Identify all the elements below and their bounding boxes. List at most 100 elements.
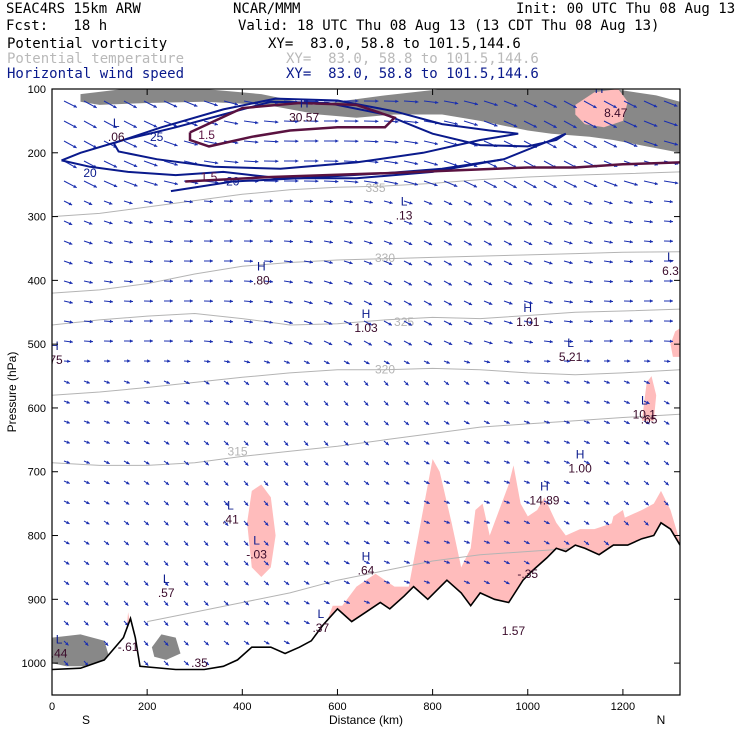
wind-vector-head-0 [73,104,77,108]
wind-vector-head-678 [569,320,573,324]
wind-vector-head-141 [145,662,149,666]
wind-vector-head-168 [164,622,169,626]
wind-vector-head-221 [204,522,209,526]
wind-vector-head-538 [446,441,450,445]
wind-vector-head-706 [586,420,590,424]
extremum-value-23: .35 [191,656,208,670]
wind-vector-head-292 [269,239,273,243]
wind-vector-head-189 [185,461,189,465]
wind-vector-head-712 [585,541,589,545]
wind-vector-head-194 [184,562,189,566]
wind-vector-head-450 [394,181,399,185]
y-tick-label-0: 100 [28,84,46,96]
extremum-kind-17: H [362,550,371,564]
pv-contour-label-0: 1.5 [201,170,218,184]
wind-vector-head-116 [154,163,158,167]
wind-vector-head-420 [375,99,379,103]
wind-vector-head-780 [673,103,678,107]
wind-vector-head-714 [613,124,617,128]
wind-vector-head-131 [145,461,150,465]
wind-vector-head-243 [225,381,230,385]
wind-vector-head-106 [125,501,130,505]
wind-vector-head-258 [255,120,259,125]
wind-vector-head-675 [569,260,573,265]
wind-vector-head-656 [549,340,553,344]
wind-vector-head-215 [205,401,210,405]
extremum-value-19: .37 [312,621,329,635]
wind-vector-head-86 [133,104,137,108]
wind-vector-head-570 [494,102,498,106]
wind-vector-head-510 [425,381,429,386]
wind-vector-head-549 [473,184,477,188]
x-axis-label: Distance (km) [329,713,403,727]
wind-vector-head-473 [414,141,419,145]
wind-vector-head-543 [446,540,450,544]
wind-vector-head-159 [165,441,170,445]
theta-contour-label-2: 325 [394,315,414,329]
wind-vector-head-642 [526,540,530,544]
wind-vector-head-93 [129,240,133,244]
wind-vector-head-222 [204,542,209,546]
wind-vector-head-516 [426,500,430,504]
wind-vector-head-724 [609,319,613,323]
wind-vector-head-556 [468,321,473,325]
wind-vector-head-142 [173,104,178,108]
theta-contour-1 [52,367,680,396]
wind-vector-head-377 [329,281,333,285]
wind-vector-head-269 [249,340,253,344]
wind-vector-head-764 [649,220,653,224]
wind-vector-head-763 [649,200,653,204]
wind-vector-head-653 [549,281,553,285]
wind-vector-head-604 [508,281,513,285]
wind-vector-head-721 [609,260,613,264]
field-xy-pv: XY= 83.0, 58.8 to 101.5,144.6 [268,36,521,52]
wind-vector-head-767 [649,279,653,283]
extremum-kind-19: L [317,607,324,621]
wind-vector-head-298 [266,360,270,364]
wind-vector-head-433 [366,361,370,364]
wind-vector-head-197 [185,622,189,626]
wind-vector-head-205 [209,199,213,204]
wind-vector-head-422 [375,140,379,144]
wind-vector-head-705 [586,400,590,404]
wind-vector-head-442 [366,541,370,544]
wind-vector-head-351 [309,301,313,305]
wind-vector-head-157 [166,400,170,404]
wind-vector-head-519 [426,560,430,564]
wind-vector-head-316 [295,159,299,163]
wind-vector-head-499 [434,162,438,166]
wind-vector-head-111 [125,602,129,606]
wind-vector-head-124 [149,319,153,323]
wind-vector-head-81 [105,561,109,565]
terrain-line [52,521,680,671]
wind-vector-head-654 [549,300,553,304]
wind-vector-head-365 [305,581,310,585]
extremum-kind-7: H [362,307,371,321]
wind-vector-head-89 [133,163,138,167]
wind-vector-head-140 [144,642,149,646]
wind-vector-head-371 [335,159,339,163]
wind-vector-head-52 [85,561,90,565]
wind-vector-head-619 [506,581,510,584]
wind-vector-head-659 [546,400,550,404]
wind-vector-head-304 [264,482,269,486]
wind-vector-head-546 [474,122,478,126]
wind-vector-head-788 [669,259,673,263]
wind-vector-head-710 [585,501,590,505]
wind-vector-head-746 [629,299,633,303]
wind-vector-head-513 [425,441,430,445]
wind-vector-head-770 [649,339,653,343]
wind-vector-head-696 [589,221,593,225]
wind-vector-head-139 [144,622,149,626]
wind-vector-head-376 [329,260,333,264]
wind-vector-head-565 [466,500,470,504]
wind-vector-head-548 [473,163,478,167]
wind-vector-head-528 [448,242,452,246]
forecast-hour: Fcst: 18 h [6,18,108,34]
wind-vector-head-39 [89,300,93,304]
plot-frame [51,88,681,696]
wind-vector-head-173 [194,142,198,146]
wind-vector-head-461 [385,402,389,406]
wind-vector-head-437 [365,442,369,446]
wind-vector-head-595 [514,103,518,107]
